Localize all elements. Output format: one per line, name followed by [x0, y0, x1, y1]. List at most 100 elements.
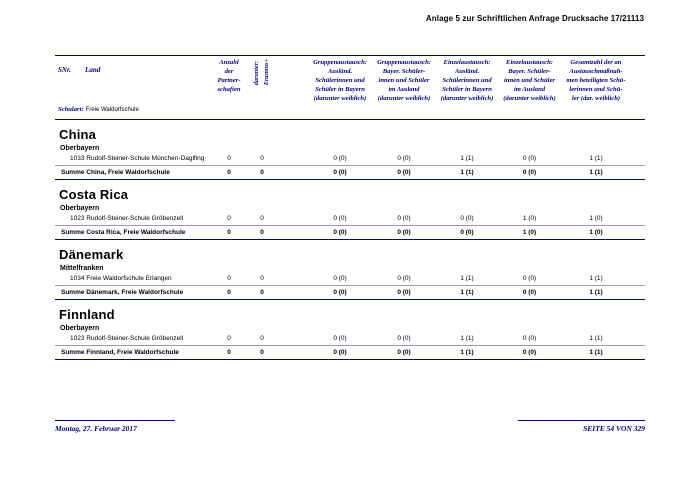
- cell-gesamt: 1 (0): [589, 215, 603, 223]
- country-heading: Dänemark: [59, 246, 124, 262]
- schulart-value: Freie Waldorfschule: [85, 107, 139, 113]
- summe-row: Summe China, Freie Waldorfschule 0 0 0 (…: [55, 166, 645, 180]
- page-footer: Montag, 27. Februar 2017 SEITE 54 VON 32…: [55, 420, 645, 433]
- region-heading: Oberbayern: [60, 144, 100, 152]
- cell-einzel-ausland: 1 (0): [522, 228, 537, 236]
- cell-gesamt: 1 (1): [589, 335, 603, 343]
- region-heading: Oberbayern: [60, 324, 100, 332]
- cell-gruppe-ausland: 0 (0): [397, 155, 411, 163]
- cell-gruppe-ausland: 0 (0): [397, 168, 411, 176]
- cell-einzel-bayern: 0 (0): [460, 215, 474, 223]
- header-schulart: Schulart: Freie Waldorfschule: [58, 98, 210, 116]
- school-name: 1023 Rudolf-Steiner-Schule Gröbenzell: [70, 335, 184, 343]
- region-heading: Oberbayern: [60, 204, 100, 212]
- cell-partnerschaften: 0: [227, 215, 231, 223]
- summe-row: Summe Finnland, Freie Waldorfschule 0 0 …: [55, 346, 645, 360]
- footer-page-number: SEITE 54 VON 329: [518, 420, 645, 433]
- cell-einzel-bayern: 1 (1): [460, 155, 474, 163]
- school-name: 1034 Freie Waldorfschule Erlangen: [70, 275, 172, 283]
- summe-row: Summe Dänemark, Freie Waldorfschule 0 0 …: [55, 286, 645, 300]
- cell-partnerschaften: 0: [227, 288, 231, 296]
- cell-gruppe-bayern: 0 (0): [333, 168, 347, 176]
- cell-einzel-bayern: 1 (1): [460, 348, 474, 356]
- document-title: Anlage 5 zur Schriftlichen Anfrage Druck…: [425, 14, 644, 23]
- header-snr-land: SNr. Land: [58, 59, 210, 77]
- col-header-land: Land: [85, 66, 101, 74]
- cell-gruppe-ausland: 0 (0): [397, 288, 411, 296]
- cell-gruppe-bayern: 0 (0): [333, 228, 347, 236]
- country-section-daenemark: Dänemark Mittelfranken 1034 Freie Waldor…: [55, 246, 645, 300]
- cell-erasmus: 0: [260, 228, 264, 236]
- cell-gesamt: 1 (0): [589, 228, 603, 236]
- cell-gesamt: 1 (1): [589, 348, 603, 356]
- cell-erasmus: 0: [260, 168, 264, 176]
- country-section-china: China Oberbayern 1033 Rudolf-Steiner-Sch…: [55, 127, 645, 180]
- country-heading: Finnland: [59, 306, 115, 322]
- cell-partnerschaften: 0: [227, 335, 231, 343]
- summe-label: Summe Dänemark, Freie Waldorfschule: [61, 288, 184, 296]
- cell-partnerschaften: 0: [227, 348, 231, 356]
- cell-einzel-ausland: 0 (0): [522, 155, 537, 163]
- cell-erasmus: 0: [260, 288, 264, 296]
- footer-date: Montag, 27. Februar 2017: [55, 420, 175, 433]
- col-header-einzel-ausland: Einzelaustausch: Bayer. Schüler- innen u…: [503, 59, 556, 102]
- cell-gruppe-ausland: 0 (0): [397, 335, 411, 343]
- cell-gesamt: 1 (1): [589, 168, 603, 176]
- cell-gruppe-bayern: 0 (0): [333, 155, 347, 163]
- erasmus-rotated-label: darunter: Erasmus+: [253, 59, 270, 86]
- cell-erasmus: 0: [260, 335, 264, 343]
- schulart-label: Schulart:: [58, 106, 84, 113]
- country-section-finnland: Finnland Oberbayern 1023 Rudolf-Steiner-…: [55, 306, 645, 360]
- cell-einzel-ausland: 0 (0): [522, 288, 537, 296]
- col-header-gesamt: Gesamtzahl der an Austauschmaßnah- men b…: [566, 59, 626, 102]
- cell-partnerschaften: 0: [227, 155, 231, 163]
- cell-einzel-bayern: 1 (1): [460, 275, 474, 283]
- cell-einzel-ausland: 1 (0): [522, 215, 537, 223]
- school-row: 1034 Freie Waldorfschule Erlangen 0 0 0 …: [55, 273, 645, 286]
- cell-einzel-ausland: 0 (0): [522, 168, 537, 176]
- region-heading: Mittelfranken: [60, 264, 104, 272]
- cell-gruppe-bayern: 0 (0): [333, 215, 347, 223]
- school-row: 1033 Rudolf-Steiner-Schule München-Daglf…: [55, 153, 645, 166]
- cell-erasmus: 0: [260, 275, 264, 283]
- school-name: 1023 Rudolf-Steiner-Schule Gröbenzell: [70, 215, 184, 223]
- cell-gesamt: 1 (1): [589, 155, 603, 163]
- summe-label: Summe Finnland, Freie Waldorfschule: [61, 348, 179, 356]
- col-header-snr: SNr.: [58, 66, 72, 74]
- report-table: SNr. Land Schulart: Freie Waldorfschule An…: [55, 55, 645, 360]
- cell-gruppe-bayern: 0 (0): [333, 275, 347, 283]
- school-row: 1023 Rudolf-Steiner-Schule Gröbenzell 0 …: [55, 333, 645, 346]
- cell-einzel-ausland: 0 (0): [522, 335, 537, 343]
- col-header-erasmus: darunter: Erasmus+: [248, 59, 276, 85]
- table-header: SNr. Land Schulart: Freie Waldorfschule An…: [55, 55, 645, 120]
- cell-einzel-bayern: 1 (1): [460, 168, 474, 176]
- header-name-column: SNr. Land Schulart: Freie Waldorfschule: [55, 59, 210, 116]
- country-heading: Costa Rica: [59, 186, 129, 202]
- cell-gruppe-bayern: 0 (0): [333, 335, 347, 343]
- school-name: 1033 Rudolf-Steiner-Schule München-Daglf…: [70, 155, 205, 163]
- summe-label: Summe Costa Rica, Freie Waldorfschule: [61, 228, 186, 236]
- cell-partnerschaften: 0: [227, 228, 231, 236]
- col-header-partnerschaften: Anzahl der Partner- schaften: [217, 59, 241, 93]
- cell-einzel-bayern: 1 (1): [460, 288, 474, 296]
- cell-gruppe-ausland: 0 (0): [397, 348, 411, 356]
- cell-erasmus: 0: [260, 348, 264, 356]
- cell-gruppe-ausland: 0 (0): [397, 215, 411, 223]
- cell-gruppe-bayern: 0 (0): [333, 348, 347, 356]
- col-header-einzel-bayern: Einzelaustausch: Ausländ. Schülerinnen u…: [440, 59, 494, 102]
- cell-erasmus: 0: [260, 155, 264, 163]
- country-heading: China: [59, 127, 97, 142]
- country-section-costa-rica: Costa Rica Oberbayern 1023 Rudolf-Steine…: [55, 186, 645, 240]
- cell-gruppe-ausland: 0 (0): [397, 275, 411, 283]
- cell-partnerschaften: 0: [227, 168, 231, 176]
- cell-partnerschaften: 0: [227, 275, 231, 283]
- cell-gesamt: 1 (1): [589, 288, 603, 296]
- cell-einzel-bayern: 0 (0): [460, 228, 474, 236]
- col-header-gruppe-ausland: Gruppenaustausch: Bayer. Schüler- innen …: [377, 59, 431, 102]
- cell-einzel-bayern: 1 (1): [460, 335, 474, 343]
- cell-einzel-ausland: 0 (0): [522, 348, 537, 356]
- school-row: 1023 Rudolf-Steiner-Schule Gröbenzell 0 …: [55, 213, 645, 226]
- cell-einzel-ausland: 0 (0): [522, 275, 537, 283]
- cell-gesamt: 1 (1): [589, 275, 603, 283]
- cell-gruppe-ausland: 0 (0): [397, 228, 411, 236]
